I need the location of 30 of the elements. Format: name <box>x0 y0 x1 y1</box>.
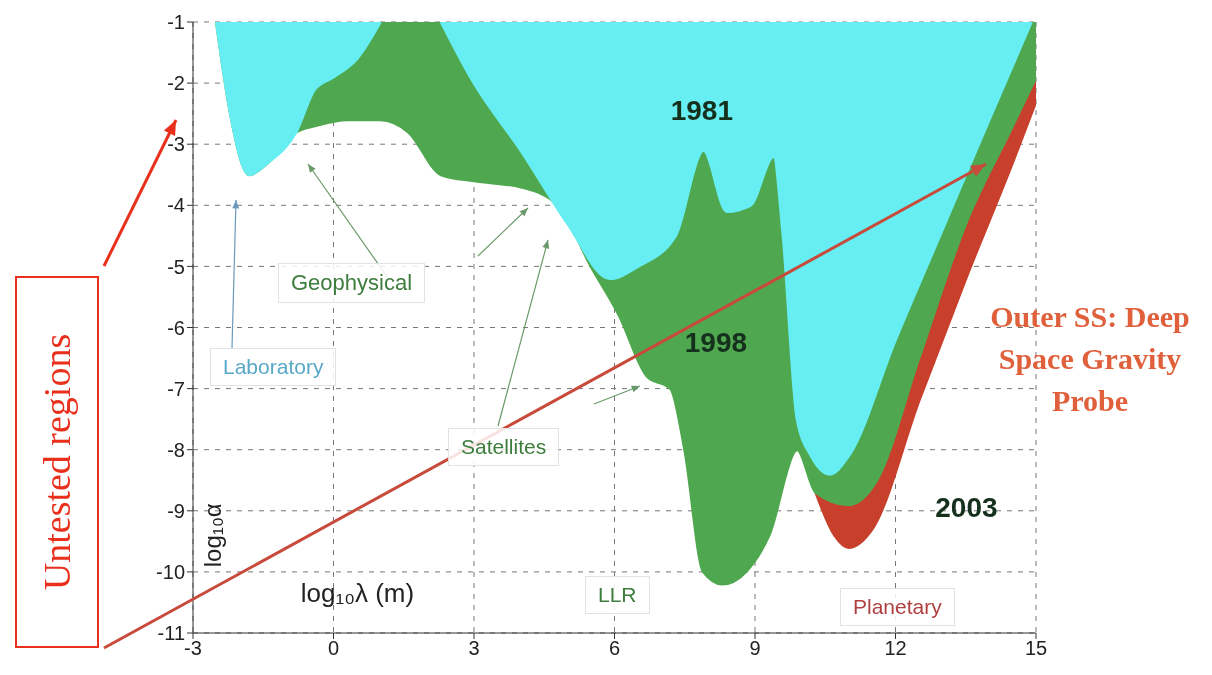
y-axis-title: log₁₀α <box>199 503 227 568</box>
y-tick-label: -1 <box>167 11 185 34</box>
annotation: Planetary <box>840 588 955 626</box>
annotation: Satellites <box>448 428 560 466</box>
y-tick-label: -7 <box>167 377 185 400</box>
x-tick-label: 6 <box>608 637 621 660</box>
annotation: Outer SS: Deep Space Gravity Probe <box>989 299 1191 419</box>
annotation: LLR <box>585 576 650 614</box>
x-tick-label: 0 <box>327 637 340 660</box>
annotation: Geophysical <box>278 263 426 303</box>
y-tick-label: -5 <box>167 255 185 278</box>
x-tick-label: 9 <box>749 637 761 660</box>
x-axis-title: log₁₀λ (m) <box>300 578 415 609</box>
y-tick-label: -2 <box>167 72 185 95</box>
y-tick-label: -10 <box>156 561 185 583</box>
series-label: 1981 <box>670 94 733 126</box>
y-tick-label: -3 <box>167 133 185 156</box>
text-frame: Untested regions <box>15 276 99 648</box>
y-tick-label: -6 <box>167 316 185 339</box>
y-tick-label: -4 <box>167 194 185 217</box>
series-label: 2003 <box>935 491 998 523</box>
y-tick-label: -8 <box>167 438 185 461</box>
series-label: 1998 <box>684 326 748 358</box>
x-tick-label: 12 <box>884 637 907 660</box>
x-tick-label: -3 <box>184 637 202 660</box>
y-tick-label: -11 <box>157 622 185 645</box>
x-tick-label: 3 <box>468 637 480 660</box>
y-tick-label: -9 <box>167 499 185 522</box>
x-tick-label: 15 <box>1024 637 1048 660</box>
annotation: Laboratory <box>210 348 337 386</box>
